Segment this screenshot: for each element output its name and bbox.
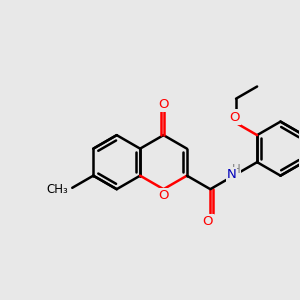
Text: O: O bbox=[158, 98, 169, 111]
Text: N: N bbox=[227, 168, 236, 181]
Text: O: O bbox=[202, 214, 213, 228]
Text: O: O bbox=[158, 189, 169, 203]
Text: CH₃: CH₃ bbox=[46, 183, 68, 196]
Text: H: H bbox=[232, 163, 240, 176]
Text: O: O bbox=[230, 110, 240, 124]
